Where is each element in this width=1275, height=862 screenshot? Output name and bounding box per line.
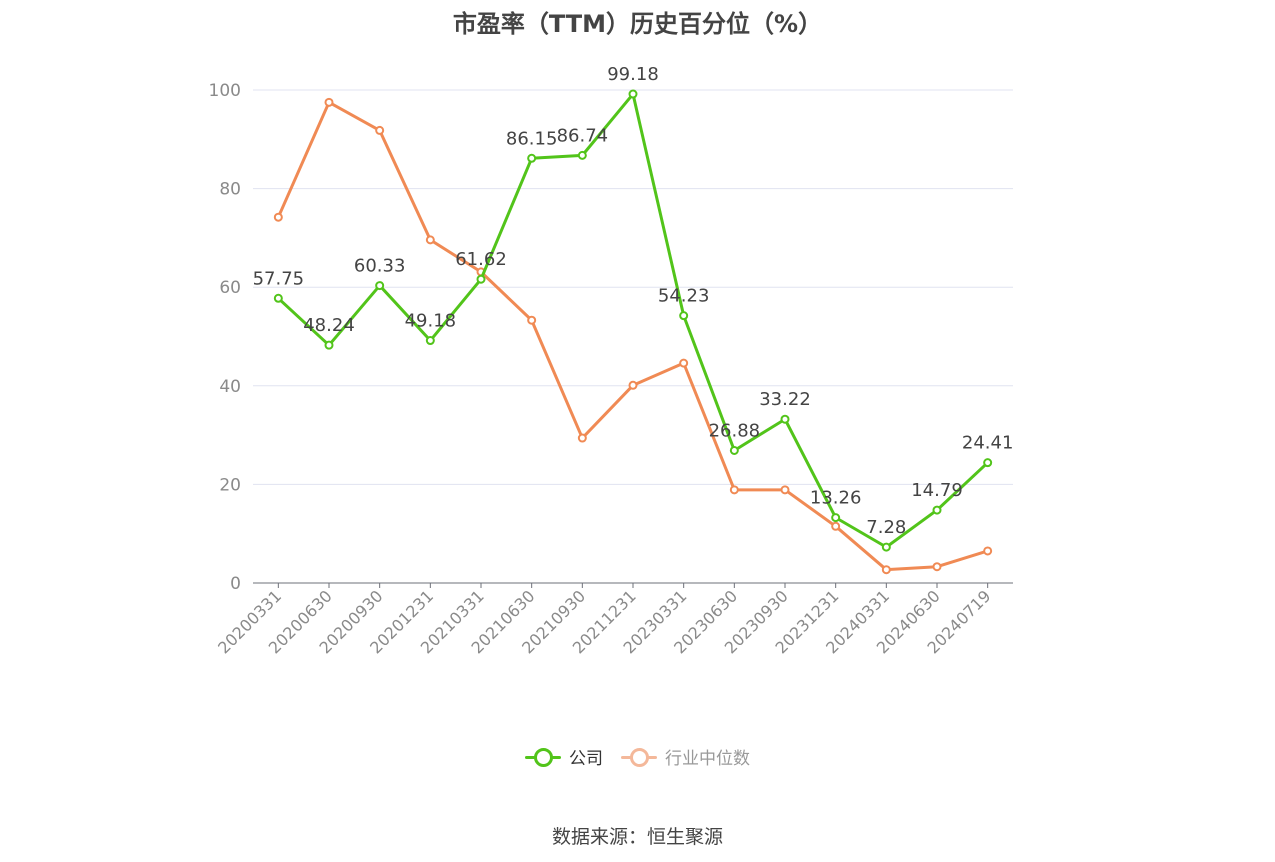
data-point-industry xyxy=(375,125,385,135)
y-tick-label: 20 xyxy=(219,475,241,495)
data-point-company xyxy=(375,281,385,291)
y-tick-label: 40 xyxy=(219,377,241,397)
data-point-industry xyxy=(679,358,689,368)
data-point-company xyxy=(577,150,587,160)
data-label-company: 99.18 xyxy=(607,64,659,85)
data-point-industry xyxy=(780,485,790,495)
data-point-industry xyxy=(932,562,942,572)
data-point-industry xyxy=(425,235,435,245)
legend-item-company[interactable]: 公司 xyxy=(525,744,603,769)
data-point-company xyxy=(476,274,486,284)
data-label-company: 54.23 xyxy=(658,286,710,307)
data-label-company: 49.18 xyxy=(405,311,457,332)
data-point-company xyxy=(425,336,435,346)
data-label-company: 24.41 xyxy=(962,433,1014,454)
data-point-industry xyxy=(577,433,587,443)
data-point-company xyxy=(628,89,638,99)
data-source: 数据来源：恒生聚源 xyxy=(551,826,723,848)
data-point-industry xyxy=(881,565,891,575)
data-point-industry xyxy=(729,485,739,495)
data-label-company: 7.28 xyxy=(866,517,906,538)
data-point-company xyxy=(881,542,891,552)
legend: 公司 行业中位数 xyxy=(0,744,1275,769)
data-label-company: 86.15 xyxy=(506,128,558,149)
data-label-company: 48.24 xyxy=(303,315,355,336)
y-tick-label: 60 xyxy=(219,278,241,298)
data-label-company: 14.79 xyxy=(911,480,963,501)
legend-industry-label: 行业中位数 xyxy=(665,749,750,769)
data-point-industry xyxy=(628,380,638,390)
data-point-company xyxy=(932,505,942,515)
data-point-company xyxy=(273,293,283,303)
data-point-company xyxy=(527,153,537,163)
data-label-company: 26.88 xyxy=(709,420,761,441)
data-point-industry xyxy=(324,97,334,107)
legend-item-industry[interactable]: 行业中位数 xyxy=(621,744,750,769)
data-label-company: 13.26 xyxy=(810,488,862,509)
data-label-company: 60.33 xyxy=(354,256,406,277)
series-line-company xyxy=(276,92,990,549)
y-tick-label: 80 xyxy=(219,180,241,200)
data-point-company xyxy=(780,414,790,424)
y-tick-label: 0 xyxy=(230,574,241,594)
data-point-company xyxy=(324,340,334,350)
data-label-company: 86.74 xyxy=(557,125,609,146)
legend-company-swatch-icon xyxy=(525,747,561,767)
data-label-company: 61.62 xyxy=(455,249,507,270)
data-point-industry xyxy=(527,315,537,325)
legend-industry-swatch-icon xyxy=(621,747,657,767)
y-tick-label: 100 xyxy=(209,81,241,101)
series-line-industry xyxy=(276,100,990,572)
data-point-industry xyxy=(831,521,841,531)
data-label-company: 33.22 xyxy=(759,389,811,410)
data-point-company xyxy=(983,458,993,468)
data-label-company: 57.75 xyxy=(253,268,305,289)
data-point-company xyxy=(831,513,841,523)
data-point-industry xyxy=(983,546,993,556)
data-point-company xyxy=(729,445,739,455)
data-point-industry xyxy=(273,212,283,222)
chart-title: 市盈率（TTM）历史百分位（%） xyxy=(452,10,823,38)
legend-company-label: 公司 xyxy=(569,749,603,769)
data-point-company xyxy=(679,311,689,321)
